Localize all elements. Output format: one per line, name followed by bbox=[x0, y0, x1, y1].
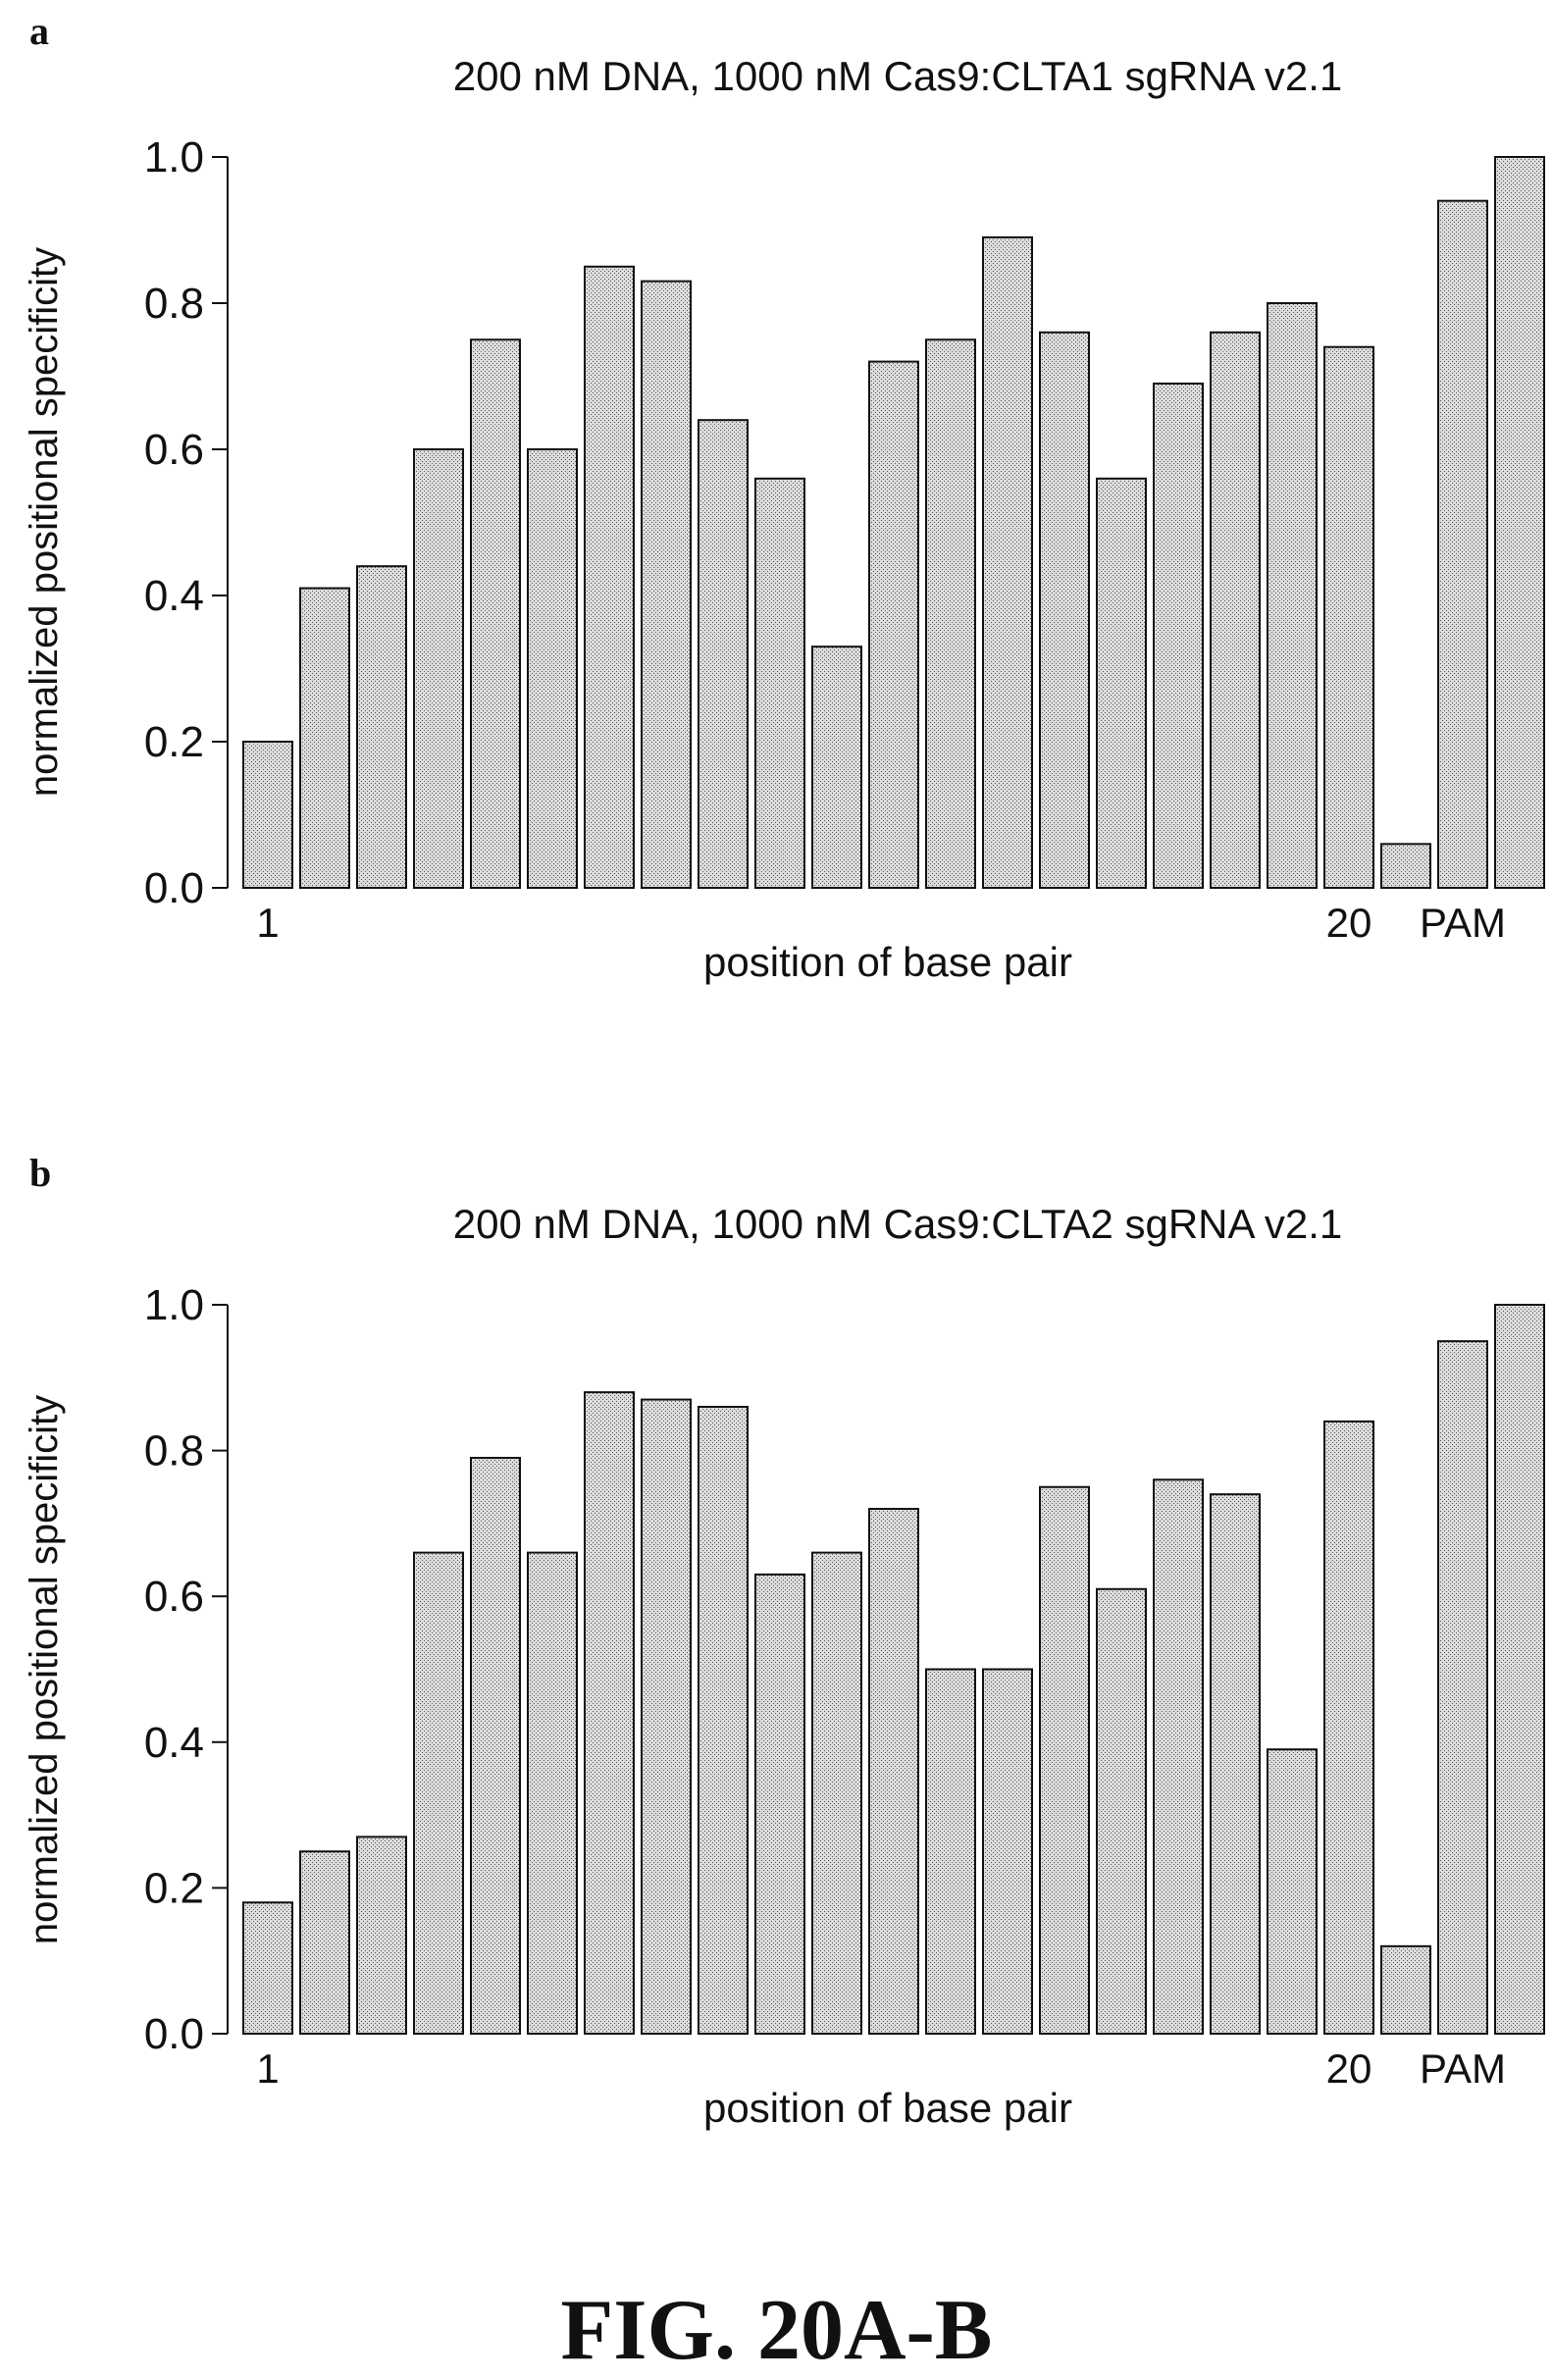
bar bbox=[699, 420, 748, 888]
bar bbox=[1154, 384, 1203, 888]
bar bbox=[869, 362, 918, 888]
y-tick-label: 0.0 bbox=[144, 2010, 204, 2058]
bar bbox=[1438, 1341, 1487, 2034]
bar bbox=[414, 449, 463, 888]
chart-title: 200 nM DNA, 1000 nM Cas9:CLTA2 sgRNA v2.… bbox=[453, 1201, 1343, 1247]
bar bbox=[528, 449, 577, 888]
y-axis-title: normalized positional specificity bbox=[23, 1395, 66, 1944]
bar bbox=[812, 647, 861, 888]
bar bbox=[471, 1458, 520, 2034]
y-tick-label: 1.0 bbox=[144, 133, 204, 181]
bar bbox=[1495, 1305, 1544, 2034]
bar bbox=[642, 282, 691, 888]
y-tick-label: 0.8 bbox=[144, 1427, 204, 1475]
bar bbox=[585, 267, 634, 888]
bar bbox=[1495, 157, 1544, 888]
y-tick-label: 0.2 bbox=[144, 718, 204, 766]
y-tick-label: 0.4 bbox=[144, 1719, 204, 1767]
bar bbox=[926, 1670, 975, 2035]
bar bbox=[1211, 1494, 1260, 2034]
x-tick-label: 1 bbox=[256, 900, 279, 946]
bar bbox=[300, 589, 349, 888]
chart-b: 200 nM DNA, 1000 nM Cas9:CLTA2 sgRNA v2.… bbox=[23, 1201, 1544, 2131]
bar bbox=[812, 1553, 861, 2034]
bar bbox=[1268, 1749, 1317, 2034]
x-tick-label: 1 bbox=[256, 2045, 279, 2092]
bar bbox=[1381, 844, 1430, 888]
x-tick-label: PAM bbox=[1420, 900, 1506, 946]
figure-charts: 200 nM DNA, 1000 nM Cas9:CLTA1 sgRNA v2.… bbox=[0, 0, 1553, 2237]
bar bbox=[1438, 201, 1487, 888]
bar bbox=[1040, 333, 1089, 888]
y-tick-label: 0.2 bbox=[144, 1864, 204, 1912]
bar bbox=[642, 1400, 691, 2034]
y-tick-label: 0.8 bbox=[144, 280, 204, 328]
bar bbox=[983, 1670, 1032, 2035]
figure-caption: FIG. 20A-B bbox=[0, 2281, 1553, 2380]
y-axis-title: normalized positional specificity bbox=[23, 247, 66, 797]
bar bbox=[300, 1851, 349, 2034]
bar bbox=[1381, 1946, 1430, 2034]
bar bbox=[869, 1509, 918, 2034]
bar bbox=[357, 566, 406, 888]
y-tick-label: 1.0 bbox=[144, 1281, 204, 1329]
x-axis-title: position of base pair bbox=[703, 2085, 1072, 2131]
bar bbox=[699, 1407, 748, 2034]
bar bbox=[528, 1553, 577, 2034]
bar bbox=[755, 1575, 804, 2034]
y-tick-label: 0.0 bbox=[144, 864, 204, 912]
bar bbox=[471, 339, 520, 888]
bar bbox=[585, 1392, 634, 2034]
chart-title: 200 nM DNA, 1000 nM Cas9:CLTA1 sgRNA v2.… bbox=[453, 53, 1343, 99]
x-tick-label: PAM bbox=[1420, 2045, 1506, 2092]
x-tick-label: 20 bbox=[1326, 2045, 1372, 2092]
bar bbox=[1268, 303, 1317, 888]
bar bbox=[1324, 1422, 1373, 2034]
y-tick-label: 0.6 bbox=[144, 1573, 204, 1621]
y-tick-label: 0.6 bbox=[144, 426, 204, 474]
chart-a: 200 nM DNA, 1000 nM Cas9:CLTA1 sgRNA v2.… bbox=[23, 53, 1544, 985]
x-axis-title: position of base pair bbox=[703, 939, 1072, 985]
bar bbox=[243, 1902, 292, 2034]
bar bbox=[755, 479, 804, 888]
bar bbox=[243, 742, 292, 888]
bar bbox=[1211, 333, 1260, 888]
bar bbox=[983, 237, 1032, 888]
bar bbox=[1040, 1487, 1089, 2034]
bar bbox=[1097, 1589, 1146, 2034]
x-tick-label: 20 bbox=[1326, 900, 1372, 946]
y-tick-label: 0.4 bbox=[144, 572, 204, 620]
bar bbox=[926, 339, 975, 888]
bar bbox=[1324, 347, 1373, 888]
bar bbox=[357, 1837, 406, 2034]
bar bbox=[1154, 1479, 1203, 2034]
bar bbox=[414, 1553, 463, 2034]
bar bbox=[1097, 479, 1146, 888]
